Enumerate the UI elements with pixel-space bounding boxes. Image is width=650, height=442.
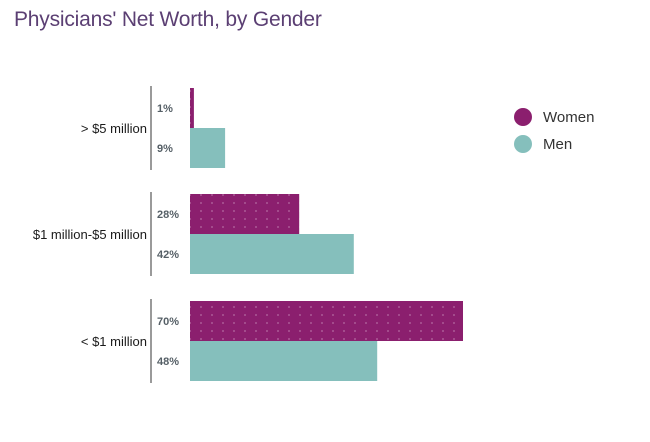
bar-men-5-million <box>190 128 226 168</box>
value-label-men-1-million-5-million: 42% <box>157 249 179 261</box>
legend-swatch-women <box>514 108 532 126</box>
value-label-women-5-million: 1% <box>157 103 173 115</box>
category-label-1-million-5-million: $1 million-$5 million <box>33 227 147 242</box>
category-label-5-million: > $5 million <box>81 121 147 136</box>
bar-men-1-million-5-million <box>190 234 354 274</box>
value-label-men-5-million: 9% <box>157 143 173 155</box>
bar-men-1-million <box>190 341 378 381</box>
value-label-men-1-million: 48% <box>157 356 179 368</box>
legend-label-women: Women <box>543 109 594 126</box>
bar-women-1-million-5-million <box>190 194 300 234</box>
value-label-women-1-million: 70% <box>157 316 179 328</box>
bar-women-1-million <box>190 301 463 341</box>
category-label-1-million: < $1 million <box>81 334 147 349</box>
legend-swatch-men <box>514 135 532 153</box>
value-label-women-1-million-5-million: 28% <box>157 209 179 221</box>
legend-label-men: Men <box>543 136 572 153</box>
chart-title: Physicians' Net Worth, by Gender <box>14 8 322 31</box>
bar-women-5-million <box>190 88 194 128</box>
